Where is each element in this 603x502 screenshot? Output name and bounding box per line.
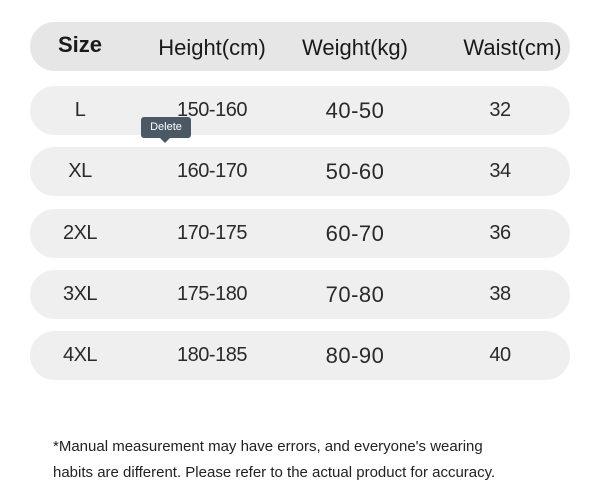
waist-cell: 40 bbox=[489, 344, 511, 366]
weight-cell: 70-80 bbox=[325, 282, 385, 307]
height-cell: 180-185 bbox=[177, 344, 247, 366]
size-cell: 2XL bbox=[62, 222, 98, 244]
height-cell: 150-160 bbox=[177, 99, 247, 121]
header-waist: Waist(cm) bbox=[463, 35, 562, 60]
header-height: Height(cm) bbox=[158, 35, 266, 60]
weight-cell: 40-50 bbox=[325, 98, 385, 123]
height-cell: 170-175 bbox=[177, 222, 247, 244]
table-row: 4XL 180-185 80-90 40 bbox=[30, 331, 570, 380]
size-cell: XL bbox=[68, 160, 92, 182]
header-size: Size bbox=[57, 32, 103, 57]
footnote-line-2: habits are different. Please refer to th… bbox=[53, 464, 496, 481]
size-cell: 4XL bbox=[62, 344, 98, 366]
delete-tooltip[interactable]: Delete bbox=[141, 117, 191, 143]
table-row: 2XL 170-175 60-70 36 bbox=[30, 209, 570, 258]
waist-cell: 32 bbox=[489, 99, 511, 121]
waist-cell: 36 bbox=[489, 222, 511, 244]
weight-cell: 80-90 bbox=[325, 343, 385, 368]
table-row: XL 160-170 50-60 34 bbox=[30, 147, 570, 196]
size-cell: 3XL bbox=[62, 283, 98, 305]
table-row: 3XL 175-180 70-80 38 bbox=[30, 270, 570, 319]
footnote: *Manual measurement may have errors, and… bbox=[53, 434, 573, 486]
weight-cell: 60-70 bbox=[325, 221, 385, 246]
size-table-header: Size Height(cm) Weight(kg) Waist(cm) bbox=[30, 22, 570, 71]
footnote-line-1: *Manual measurement may have errors, and… bbox=[53, 438, 483, 455]
weight-cell: 50-60 bbox=[325, 159, 385, 184]
header-weight: Weight(kg) bbox=[302, 35, 408, 60]
size-cell: L bbox=[74, 99, 86, 121]
waist-cell: 38 bbox=[489, 283, 511, 305]
height-cell: 175-180 bbox=[177, 283, 247, 305]
table-row: L 150-160 40-50 32 bbox=[30, 86, 570, 135]
height-cell: 160-170 bbox=[177, 160, 247, 182]
waist-cell: 34 bbox=[489, 160, 511, 182]
